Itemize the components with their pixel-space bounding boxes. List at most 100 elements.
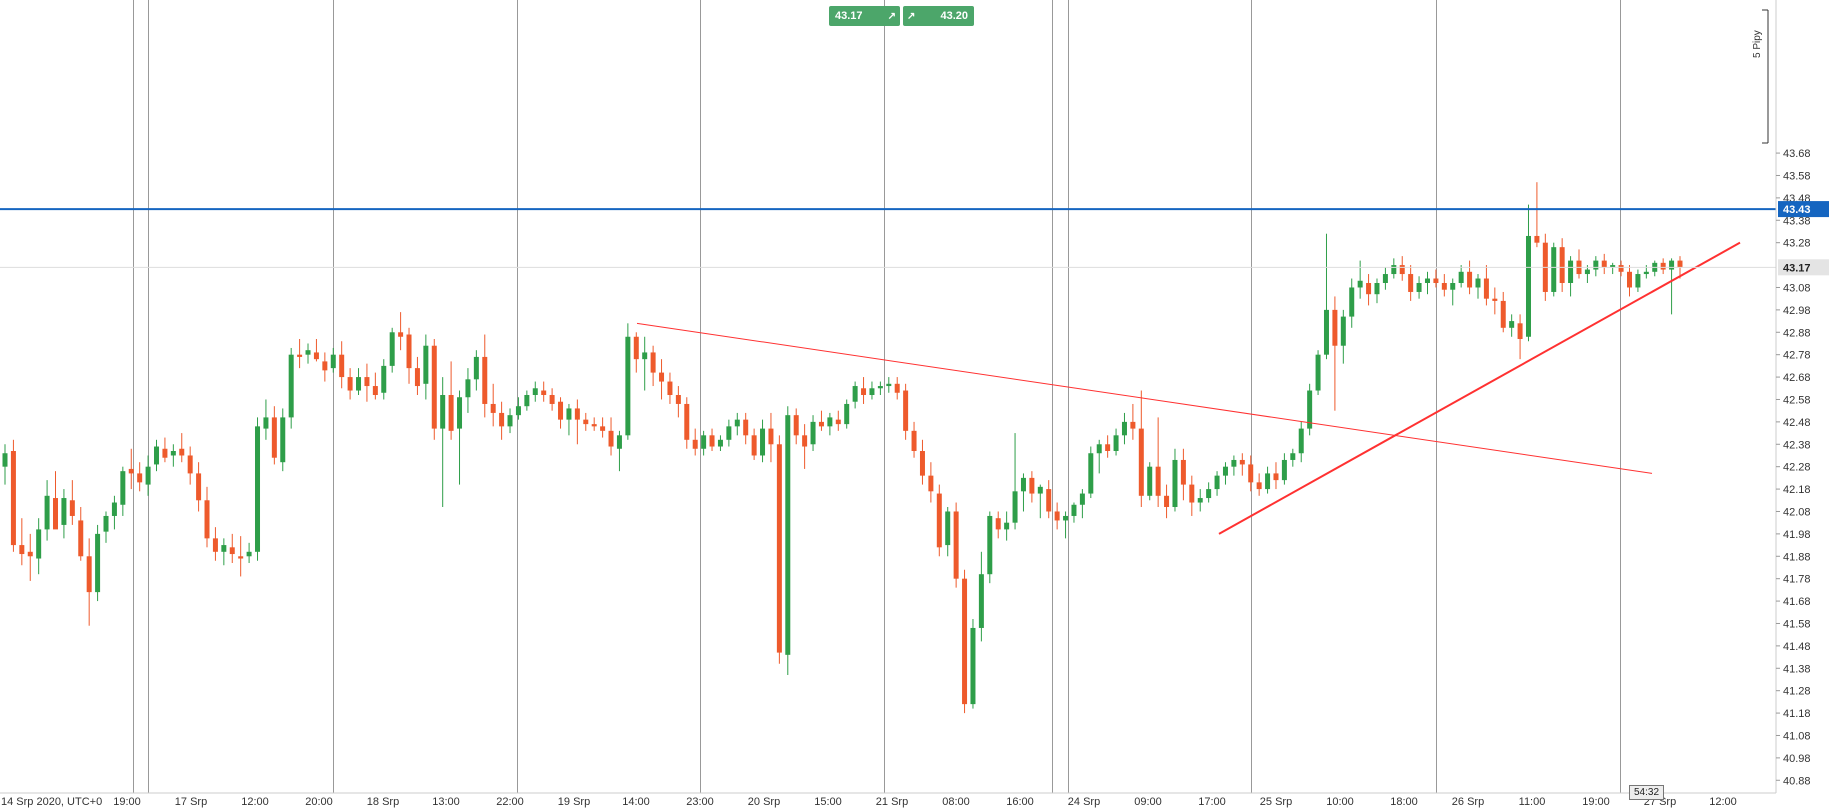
candle-body [313,352,319,360]
candle [1601,253,1607,275]
candle [903,383,909,440]
candle [44,480,50,541]
candle [36,518,42,575]
candle-body [19,545,25,555]
candle-body [1222,466,1228,476]
candle [1525,204,1531,342]
candle-body [650,352,656,373]
candle [271,406,277,465]
candle-body [953,511,959,579]
candle-body [431,345,437,429]
price-axis[interactable]: 43.6843.5843.4843.3843.2843.0842.9842.88… [1776,148,1829,787]
candle [1534,182,1540,248]
candle [154,439,160,472]
candle [246,542,252,563]
candle [717,435,723,451]
candle-body [1332,309,1338,346]
candle [1298,421,1304,463]
candle [19,518,25,566]
candle [389,327,395,373]
candle [95,524,101,602]
candle-body [154,446,160,465]
price-tick-label: 41.08 [1783,730,1811,742]
ascending-trendline[interactable] [1218,241,1741,535]
candle-body [1063,515,1069,521]
candle [196,462,202,512]
candle-body [633,336,639,360]
candle [1467,260,1473,295]
candle [1424,271,1430,295]
buy-price-button[interactable]: ↗ 43.20 [903,6,974,26]
candle [364,363,370,402]
candle-body [423,345,429,384]
candle [2,444,8,485]
candle-body [1340,316,1346,346]
candle [877,381,883,395]
candle [1593,256,1599,277]
candle-body [280,417,286,463]
candle [297,339,303,369]
descending-trendline[interactable] [636,322,1653,474]
candle [1029,471,1035,503]
candle [1307,383,1313,436]
trendlines[interactable] [636,241,1741,535]
price-tick-label: 41.28 [1783,686,1811,698]
candle [1332,296,1338,411]
candle [625,323,631,440]
time-tick-label: 25 Srp [1260,796,1292,808]
candle-body [1669,260,1675,270]
candle [734,412,740,436]
candle-body [919,451,925,476]
sell-price-button[interactable]: 43.17 ↗ [829,6,900,26]
candle [928,462,934,503]
candle [238,536,244,577]
candle [288,347,294,429]
candle-body [448,395,454,431]
candle-body [1551,247,1557,292]
candle-body [145,466,151,485]
candle-body [271,417,277,458]
time-axis[interactable]: 14 Srp 2020, UTC+0 19:00 17 Srp 12:00 20:00 1… [1,796,1737,808]
candle [1096,439,1102,474]
candle-body [558,401,564,420]
candle-body [1593,260,1599,270]
candle-body [726,426,732,440]
pips-label: 5 Pipy [1752,30,1763,58]
candle-body [128,468,134,474]
candle [1121,412,1127,445]
candle-body [53,498,59,530]
candle-body [1239,459,1245,465]
candle [1450,278,1456,306]
time-tick-label: 26 Srp [1452,796,1484,808]
alert-price-badge: 43.43 [1778,201,1829,218]
arrow-up-right-icon: ↗ [907,10,916,22]
time-tick-label: 14:00 [622,796,650,808]
candle [229,533,235,563]
candle-body [818,421,824,427]
candle-body [170,451,176,456]
candle-body [1323,309,1329,355]
candle [1037,484,1043,519]
candle-body [962,578,968,705]
candle-body [103,515,109,532]
candle [1046,480,1052,519]
candle [751,428,757,460]
candle-body [1315,354,1321,391]
candle [1063,511,1069,539]
time-tick-label: 19:00 [1582,796,1610,808]
candle-body [684,403,690,440]
candle [532,381,538,402]
candle [322,352,328,382]
candle-body [877,386,883,389]
price-tick-label: 42.38 [1783,439,1811,451]
time-tick-label: 20:00 [305,796,333,808]
candle-body [625,336,631,436]
candle [659,359,665,400]
candle-body [1121,421,1127,436]
candle-body [1020,477,1026,492]
candle [473,350,479,391]
candle [457,390,463,485]
candle-body [61,498,67,525]
candle [1433,269,1439,288]
